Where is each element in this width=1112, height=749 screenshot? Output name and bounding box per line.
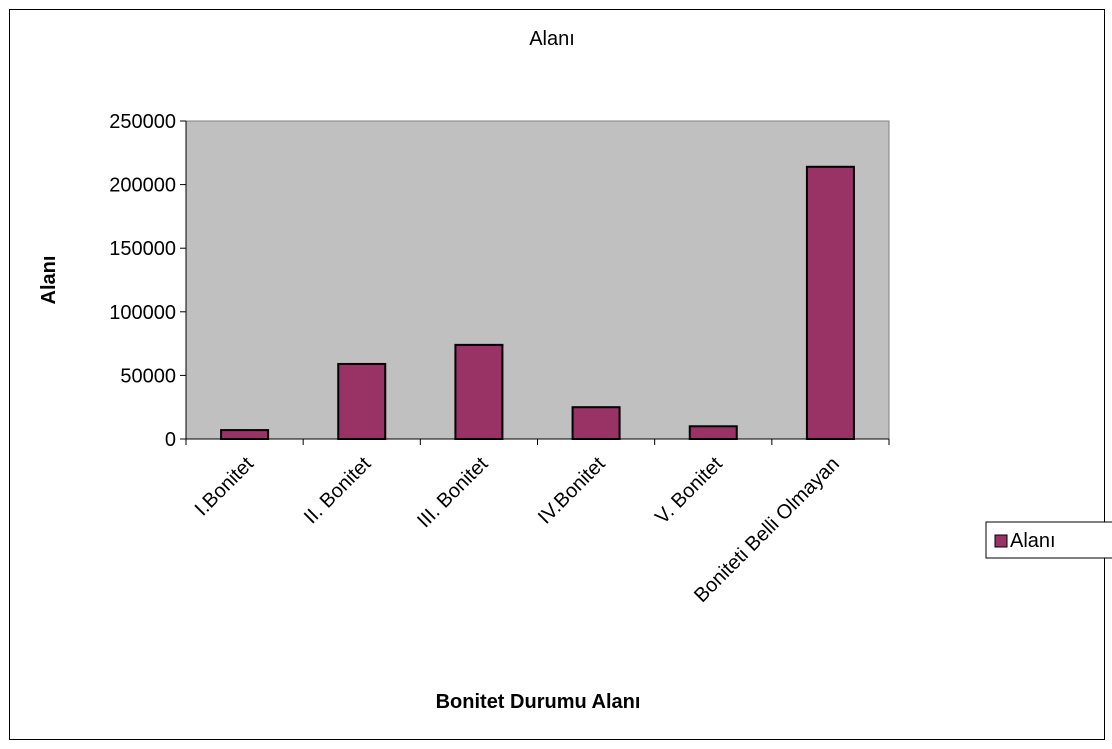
y-tick-label: 100000 <box>109 302 176 324</box>
y-tick-label: 0 <box>165 429 176 451</box>
x-tick-label: III. Bonitet <box>413 453 493 533</box>
legend: Alanı <box>985 521 1112 559</box>
y-axis-title: Alanı <box>38 256 60 305</box>
y-tick-label: 150000 <box>109 238 176 260</box>
x-axis-title: Bonitet Durumu Alanı <box>436 691 641 713</box>
bar <box>337 362 387 440</box>
x-tick-label: II. Bonitet <box>300 453 376 529</box>
bar <box>454 343 504 441</box>
y-tick-label: 50000 <box>120 365 176 387</box>
chart-title: Alanı <box>529 28 575 50</box>
legend-label: Alanı <box>1010 530 1056 552</box>
bars <box>220 165 855 441</box>
bar <box>571 406 621 441</box>
bar <box>220 429 270 441</box>
y-tick-label: 250000 <box>109 111 176 133</box>
x-tick-label: V. Bonitet <box>651 453 727 529</box>
legend-swatch <box>994 534 1008 548</box>
bar <box>688 425 738 440</box>
x-tick-label: IV.Bonitet <box>534 453 610 529</box>
y-axis-ticks: 250000 200000 150000 100000 50000 0 <box>109 111 186 451</box>
y-tick-label: 200000 <box>109 175 176 197</box>
plot-area <box>185 120 890 440</box>
bar <box>805 165 855 441</box>
x-axis-ticks: I.Bonitet II. Bonitet III. Bonitet IV.Bonit… <box>185 439 890 607</box>
x-tick-label: I.Bonitet <box>191 453 259 521</box>
